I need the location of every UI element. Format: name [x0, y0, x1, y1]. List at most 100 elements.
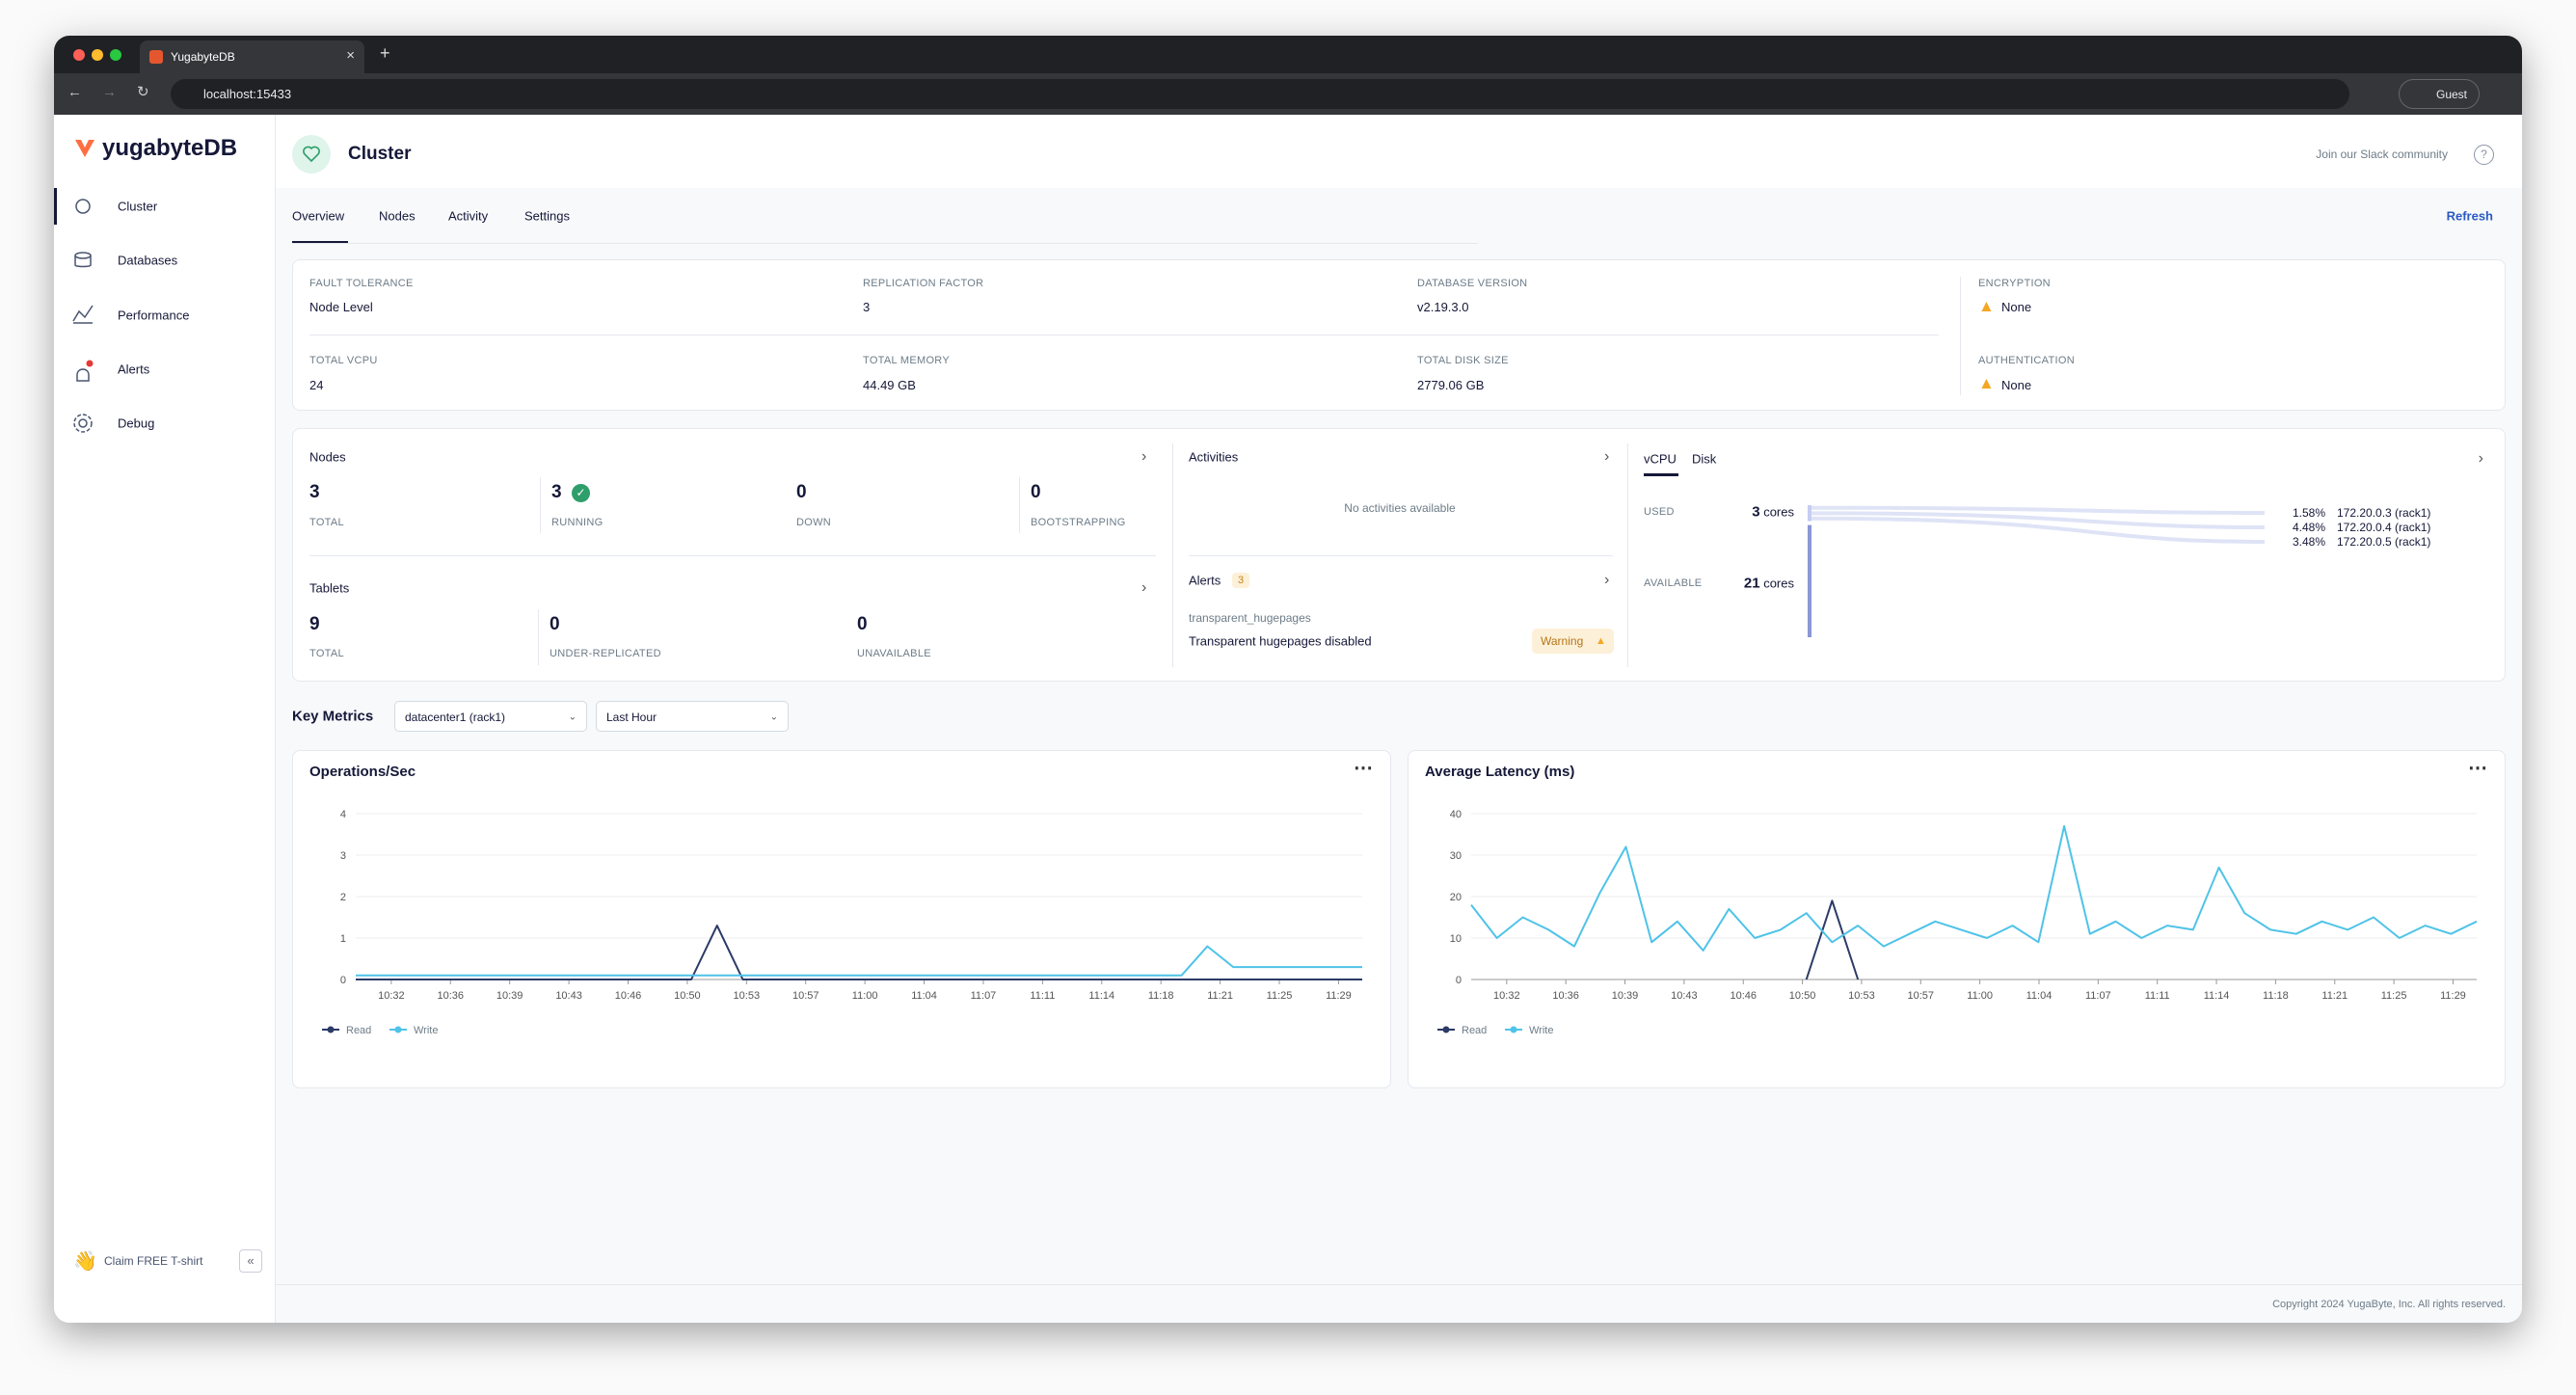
- series-line: [356, 945, 1362, 977]
- chart: Operations/Sec ⋯ 0 1 2 3 4 10:32 10:36 10:39 10:43…: [309, 758, 1373, 1036]
- tab-divider: [292, 243, 1478, 244]
- chevron[interactable]: ›: [2478, 450, 2483, 467]
- legend-label: Write: [414, 1025, 438, 1036]
- nav-item[interactable]: Cluster: [118, 199, 158, 214]
- divider: [1960, 277, 1961, 395]
- x-tick-label: 11:29: [1326, 990, 1352, 1002]
- x-tick-label: 11:14: [2204, 990, 2230, 1002]
- x-tick-label: 10:46: [615, 990, 642, 1002]
- browser-window: YugabyteDB × + ← → ↻ localhost:15433 Gue…: [54, 36, 2522, 1323]
- node-percent: 3.48%: [2293, 535, 2325, 549]
- help[interactable]: ?: [2474, 145, 2494, 165]
- chevron[interactable]: ›: [1141, 579, 1147, 596]
- node-percent: 4.48%: [2293, 521, 2325, 534]
- dropdown[interactable]: Last Hour ⌄: [596, 701, 789, 732]
- tab-title: YugabyteDB: [171, 50, 235, 64]
- ok-icon: ✓: [572, 484, 590, 502]
- back[interactable]: ←: [67, 84, 82, 100]
- tab[interactable]: Activity: [448, 208, 489, 224]
- x-tick-label: 11:29: [2440, 990, 2466, 1002]
- section-title[interactable]: Activities: [1189, 449, 1239, 465]
- x-tick-label: 11:18: [2263, 990, 2289, 1002]
- used-bar: [1808, 505, 1811, 522]
- warning-icon: ▲: [1978, 374, 1995, 392]
- divider: [1627, 443, 1628, 667]
- series-line: [1805, 899, 1860, 980]
- section-title[interactable]: Alerts: [1189, 573, 1221, 588]
- resource-label: USED: [1644, 506, 1675, 518]
- tab[interactable]: Settings: [524, 208, 570, 224]
- more: ⋯: [1354, 758, 1373, 779]
- stat-label: RUNNING: [551, 517, 604, 528]
- section-title[interactable]: Nodes: [309, 449, 346, 465]
- chevron[interactable]: ›: [1141, 448, 1147, 465]
- stat-label: TOTAL: [309, 648, 344, 659]
- x-tick-label: 10:32: [1493, 990, 1520, 1002]
- url-field[interactable]: localhost:15433: [171, 79, 2349, 109]
- collapse[interactable]: «: [239, 1249, 262, 1273]
- empty-text: No activities available: [1344, 501, 1456, 515]
- flow: [1811, 505, 2265, 515]
- resource-tab[interactable]: vCPU: [1644, 451, 1677, 467]
- nav-item[interactable]: Debug: [118, 416, 155, 431]
- info-label: ENCRYPTION: [1978, 278, 2051, 289]
- resource-tab[interactable]: Disk: [1692, 451, 1717, 467]
- cpu-flow: 1.58% 172.20.0.3 (rack1) 4.48% 172.20.0.4 (…: [1808, 505, 2430, 637]
- x-tick-label: 10:36: [1552, 990, 1579, 1002]
- info-value: 24: [309, 378, 324, 392]
- new-tab[interactable]: +: [380, 43, 390, 63]
- nav-item[interactable]: Alerts: [118, 362, 150, 377]
- info-label: TOTAL VCPU: [309, 355, 378, 366]
- node-percent: 1.58%: [2293, 506, 2325, 520]
- stat-value: 9: [309, 614, 320, 634]
- available-bar: [1808, 524, 1811, 637]
- legend-dot: [1442, 1026, 1450, 1033]
- node-name: 172.20.0.5 (rack1): [2337, 535, 2430, 549]
- stat-value: 3: [551, 482, 562, 502]
- info-label: TOTAL MEMORY: [863, 355, 950, 366]
- max-dot[interactable]: [110, 49, 121, 61]
- forward[interactable]: →: [102, 84, 117, 100]
- x-tick-label: 10:50: [674, 990, 701, 1002]
- dropdown-value: Last Hour: [606, 711, 657, 724]
- stat-value: 3: [309, 482, 320, 502]
- chevron[interactable]: ›: [1604, 572, 1610, 588]
- x-tick-label: 11:00: [852, 990, 878, 1002]
- info-value: None: [2001, 378, 2032, 392]
- y-tick-label: 0: [340, 975, 346, 986]
- min-dot[interactable]: [92, 49, 103, 61]
- tab[interactable]: Overview: [292, 208, 345, 224]
- nav-item[interactable]: Performance: [118, 308, 190, 323]
- profile[interactable]: Guest: [2399, 79, 2480, 109]
- close-dot[interactable]: [73, 49, 85, 61]
- legend-label: Read: [1462, 1025, 1487, 1036]
- tab[interactable]: YugabyteDB ×: [140, 40, 364, 73]
- reload[interactable]: ↻: [137, 84, 149, 100]
- x-tick-label: 10:43: [1671, 990, 1698, 1002]
- tab[interactable]: Nodes: [379, 208, 416, 224]
- section-title[interactable]: Tablets: [309, 580, 350, 596]
- x-tick-label: 10:32: [378, 990, 405, 1002]
- nav-item[interactable]: Databases: [118, 253, 178, 268]
- status-card: Nodes › 3 TOTAL 3 ✓ RUNNING 0 DOWN 0 BOO…: [292, 428, 2506, 682]
- chevron[interactable]: ›: [1604, 448, 1610, 465]
- refresh[interactable]: Refresh: [2446, 208, 2493, 224]
- stat-label: BOOTSTRAPPING: [1031, 517, 1126, 528]
- series-line: [1470, 824, 2478, 952]
- caret: ⌄: [769, 711, 778, 723]
- nav-icons: [72, 199, 94, 433]
- chart-title: Operations/Sec: [309, 764, 416, 780]
- x-tick-label: 10:50: [1789, 990, 1816, 1002]
- x-tick-label: 11:04: [911, 990, 937, 1002]
- dropdown[interactable]: datacenter1 (rack1) ⌄: [394, 701, 587, 732]
- x-tick-label: 11:11: [2145, 990, 2170, 1002]
- legend-dot: [1510, 1026, 1517, 1033]
- promo[interactable]: Claim FREE T-shirt: [104, 1254, 203, 1268]
- chart-card: Operations/Sec ⋯ 0 1 2 3 4 10:32 10:36 10:39 10:43…: [292, 750, 1391, 1088]
- info-value: 44.49 GB: [863, 378, 916, 392]
- slack-link[interactable]: Join our Slack community: [2316, 148, 2448, 161]
- warning-icon: ▲: [1596, 635, 1606, 647]
- tab-close[interactable]: ×: [346, 47, 355, 64]
- stat-label: UNDER-REPLICATED: [550, 648, 661, 659]
- dropdown-value: datacenter1 (rack1): [405, 711, 506, 724]
